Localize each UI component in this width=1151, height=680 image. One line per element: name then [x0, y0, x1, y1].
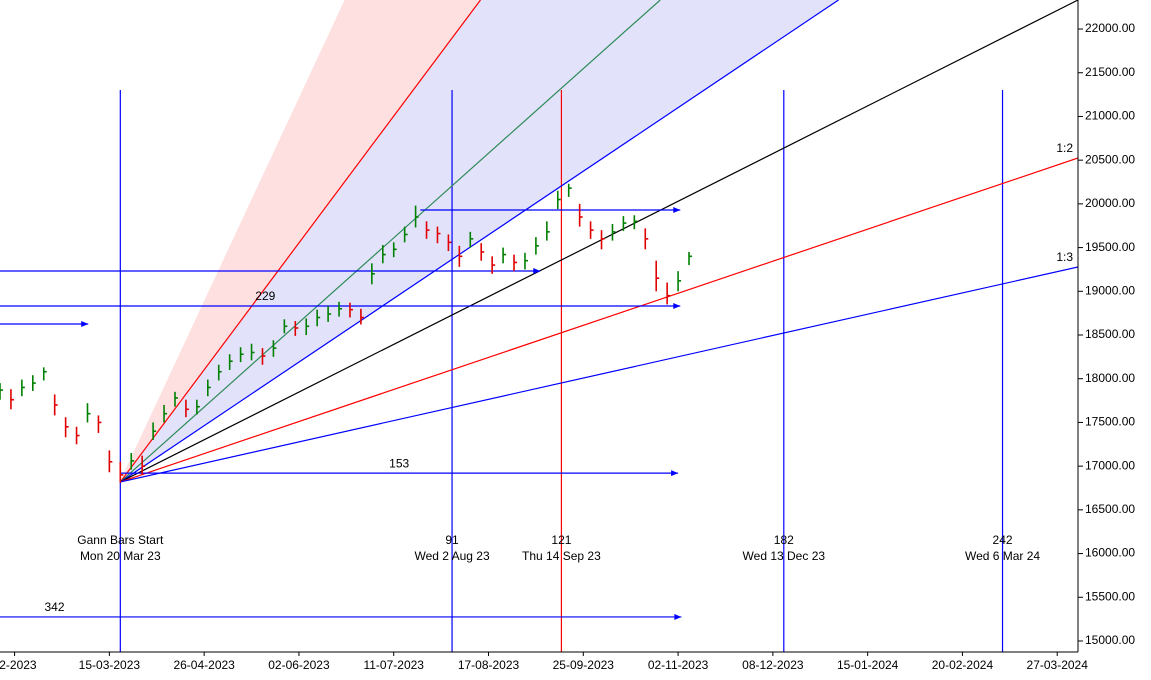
arrow-head [674, 613, 682, 620]
fan-line [119, 0, 346, 483]
time-cycle-label: 182 [774, 533, 794, 547]
y-tick-label: 19000.00 [1085, 283, 1135, 297]
time-cycle-label: 91 [445, 533, 459, 547]
y-tick-label: 19500.00 [1085, 240, 1135, 254]
x-tick-label: 02-06-2023 [268, 658, 330, 672]
x-tick-label: 20-02-2024 [932, 658, 994, 672]
fan-line [119, 0, 839, 483]
x-tick-label: 02-2023 [0, 658, 37, 672]
y-tick-label: 21500.00 [1085, 65, 1135, 79]
time-cycle-label: Gann Bars Start [77, 533, 164, 547]
time-cycle-date: Wed 13 Dec 23 [743, 549, 826, 563]
x-tick-label: 15-03-2023 [79, 658, 141, 672]
x-tick-label: 26-04-2023 [173, 658, 235, 672]
x-tick-label: 02-11-2023 [648, 658, 709, 672]
price-line-label: 342 [44, 600, 64, 614]
y-tick-label: 17000.00 [1085, 458, 1135, 472]
x-tick-label: 27-03-2024 [1027, 658, 1089, 672]
x-tick-label: 15-01-2024 [837, 658, 899, 672]
time-cycle-date: Thu 14 Sep 23 [522, 549, 601, 563]
y-tick-label: 15500.00 [1085, 589, 1135, 603]
fan-line [119, 0, 661, 483]
x-tick-label: 17-08-2023 [458, 658, 520, 672]
time-cycle-date: Mon 20 Mar 23 [80, 549, 161, 563]
x-tick-label: 11-07-2023 [363, 658, 424, 672]
y-tick-label: 16000.00 [1085, 546, 1135, 560]
fan-label: 1:3 [1056, 250, 1073, 264]
time-cycle-label: 242 [993, 533, 1013, 547]
fan-label: 1:2 [1056, 141, 1073, 155]
arrow-head [673, 302, 681, 309]
arrow-head [671, 470, 679, 477]
price-line-label: 153 [389, 456, 409, 470]
y-tick-label: 16500.00 [1085, 502, 1135, 516]
time-cycle-label: 121 [551, 533, 571, 547]
y-tick-label: 15000.00 [1085, 633, 1135, 647]
y-tick-label: 18500.00 [1085, 327, 1135, 341]
plot-area [0, 0, 1078, 652]
y-tick-label: 18000.00 [1085, 371, 1135, 385]
arrow-head [533, 268, 541, 275]
arrow-head [673, 206, 681, 213]
y-tick-label: 21000.00 [1085, 109, 1135, 123]
y-tick-label: 17500.00 [1085, 415, 1135, 429]
fan-line [120, 266, 1078, 483]
y-tick-label: 20500.00 [1085, 152, 1135, 166]
time-cycle-date: Wed 6 Mar 24 [965, 549, 1040, 563]
fan-line [120, 157, 1078, 483]
y-tick-label: 20000.00 [1085, 196, 1135, 210]
arrow-head [81, 320, 89, 327]
y-tick-label: 22000.00 [1085, 21, 1135, 35]
fan-line [119, 0, 481, 483]
fan-line [120, 0, 1078, 483]
price-line-label: 229 [255, 289, 275, 303]
time-cycle-date: Wed 2 Aug 23 [414, 549, 489, 563]
x-tick-label: 25-09-2023 [553, 658, 615, 672]
x-tick-label: 08-12-2023 [742, 658, 804, 672]
